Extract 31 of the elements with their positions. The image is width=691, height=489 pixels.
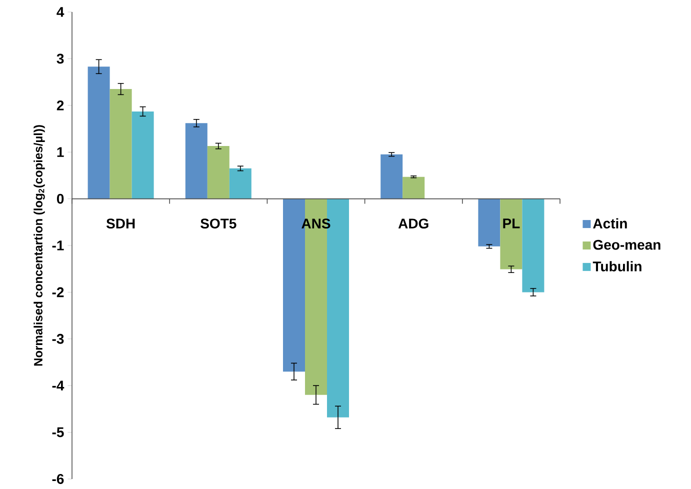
bar (207, 146, 230, 199)
bar (478, 198, 500, 246)
y-tick-label: 2 (56, 100, 64, 110)
legend-label: Geo-mean (593, 240, 660, 250)
y-tick-label: 4 (56, 7, 64, 17)
x-tick-label: PL (503, 218, 520, 228)
bar (110, 89, 132, 199)
y-tick-label: 0 (56, 194, 64, 204)
y-axis-title: Normalised concentartion (log$_{2}$(copies/µl)) (34, 125, 45, 366)
x-tick-label: ADG (398, 218, 428, 229)
y-tick-label: -2 (52, 287, 64, 298)
x-tick-label: ANS (302, 218, 330, 229)
y-tick-label: 3 (56, 54, 64, 64)
x-tick-label: SDH (106, 218, 135, 229)
y-tick-label: -1 (52, 240, 64, 250)
bar (132, 111, 154, 199)
legend-label: Actin (593, 218, 627, 228)
y-tick-label: 1 (57, 147, 64, 157)
bar (229, 168, 252, 199)
bar (500, 198, 522, 270)
legend-label: Tubulin (592, 261, 642, 272)
bar (402, 176, 425, 199)
y-tick-label: -3 (52, 334, 64, 344)
bar (88, 66, 110, 199)
bar (185, 123, 208, 199)
bar (522, 198, 544, 292)
x-tick-label: SOT5 (200, 218, 236, 229)
y-tick-label: -5 (52, 427, 64, 438)
bar (380, 154, 403, 199)
y-tick-label: -6 (52, 474, 64, 484)
y-tick-label: -4 (52, 380, 64, 390)
